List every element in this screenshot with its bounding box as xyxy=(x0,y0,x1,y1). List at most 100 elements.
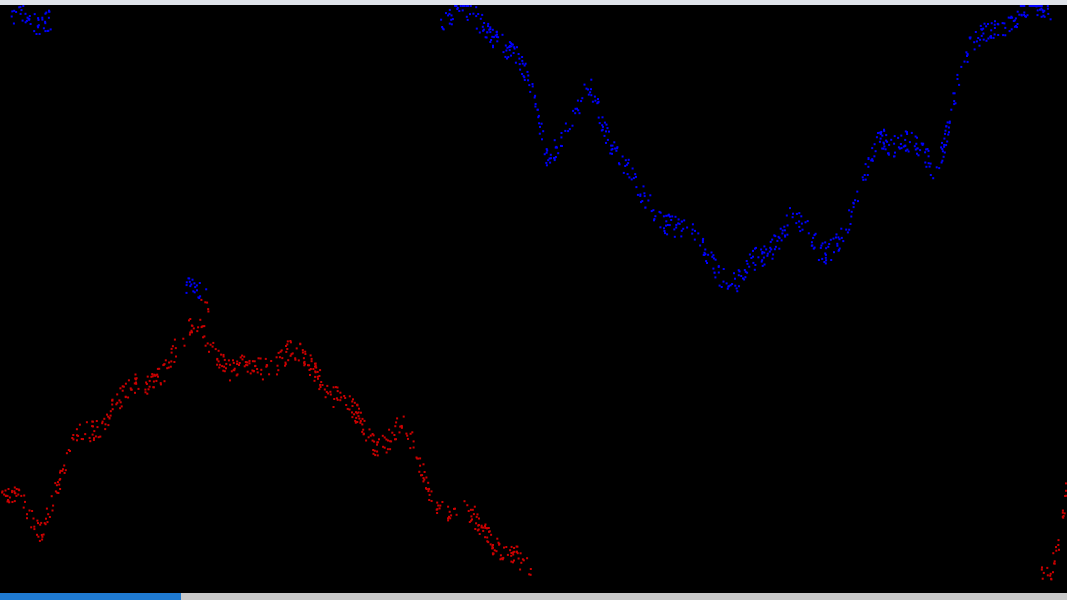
scatter-point xyxy=(992,36,995,39)
scatter-point xyxy=(119,387,122,390)
scatter-point xyxy=(513,550,516,553)
scatter-point xyxy=(10,15,13,18)
scatter-point xyxy=(183,344,186,347)
scatter-point xyxy=(348,395,351,398)
scatter-point xyxy=(17,493,20,496)
progress-track xyxy=(0,593,1067,600)
scatter-point xyxy=(781,229,784,232)
scatter-point xyxy=(243,365,246,368)
scatter-point xyxy=(763,245,766,248)
scatter-point xyxy=(7,488,10,490)
scatter-point xyxy=(837,236,840,239)
scatter-point xyxy=(873,155,876,158)
scatter-point xyxy=(302,357,305,360)
scatter-point xyxy=(624,159,627,162)
scatter-point xyxy=(116,401,119,404)
scatter-point xyxy=(145,381,148,384)
scatter-point xyxy=(159,382,162,385)
scatter-point xyxy=(33,30,36,33)
scatter-point xyxy=(318,388,321,391)
scatter-point xyxy=(185,284,188,287)
scatter-point xyxy=(665,214,668,217)
scatter-point xyxy=(77,434,80,437)
scatter-point xyxy=(130,388,133,391)
scatter-point xyxy=(497,541,500,544)
scatter-point xyxy=(1049,574,1052,577)
scatter-point xyxy=(908,141,911,144)
scatter-point xyxy=(376,441,379,444)
scatter-point xyxy=(448,8,451,11)
scatter-point xyxy=(526,70,529,73)
scatter-point xyxy=(704,248,707,251)
scatter-point xyxy=(204,301,207,304)
scatter-point xyxy=(557,152,560,155)
scatter-point xyxy=(675,223,678,226)
scatter-point xyxy=(492,44,494,47)
scatter-point xyxy=(357,415,360,418)
scatter-point xyxy=(111,399,114,402)
scatter-point xyxy=(135,382,138,385)
scatter-point xyxy=(943,145,946,148)
scatter-point xyxy=(1050,577,1053,580)
scatter-point xyxy=(864,163,867,166)
scatter-point xyxy=(260,368,263,371)
scatter-point xyxy=(104,423,107,426)
scatter-point xyxy=(560,132,563,134)
scatter-point xyxy=(515,545,518,548)
scatter-point xyxy=(467,5,470,7)
scatter-point xyxy=(640,201,642,204)
scatter-point xyxy=(448,515,450,518)
scatter-point xyxy=(423,478,426,481)
scatter-point xyxy=(327,392,330,395)
scatter-point xyxy=(922,142,925,145)
scatter-point xyxy=(763,251,766,254)
scatter-point xyxy=(879,131,882,134)
scatter-point xyxy=(615,149,618,152)
scatter-point xyxy=(156,367,159,370)
scatter-point xyxy=(137,387,140,390)
scatter-point xyxy=(914,148,917,151)
scatter-point xyxy=(478,31,481,34)
scatter-point xyxy=(58,483,61,486)
scatter-point xyxy=(37,17,40,20)
scatter-point xyxy=(827,245,830,248)
scatter-point xyxy=(108,417,111,419)
scatter-point xyxy=(144,388,147,391)
scatter-point xyxy=(505,546,508,548)
scatter-point xyxy=(333,398,336,400)
scatter-point xyxy=(303,360,306,363)
scatter-point xyxy=(54,490,57,493)
scatter-point xyxy=(590,94,593,97)
scatter-point xyxy=(712,254,715,257)
scatter-point xyxy=(174,347,177,350)
scatter-point xyxy=(6,494,9,497)
scatter-point xyxy=(501,33,504,36)
scatter-point xyxy=(286,340,289,343)
scatter-point xyxy=(914,135,917,138)
scatter-point xyxy=(893,135,896,138)
scatter-point xyxy=(605,123,608,126)
scatter-point xyxy=(196,330,199,333)
scatter-point xyxy=(359,420,362,422)
scatter-point xyxy=(31,510,34,512)
scatter-point xyxy=(466,18,469,21)
scatter-point xyxy=(835,236,837,239)
scatter-point xyxy=(361,423,364,426)
scatter-point xyxy=(450,14,453,17)
scatter-point xyxy=(475,15,478,18)
scatter-point xyxy=(863,174,866,176)
scatter-point xyxy=(336,398,339,401)
scatter-point xyxy=(954,102,957,105)
scatter-point xyxy=(490,533,493,536)
scatter-point xyxy=(774,245,777,248)
scatter-point xyxy=(577,109,580,112)
scatter-point xyxy=(447,517,449,520)
scatter-point xyxy=(501,558,504,561)
scatter-point xyxy=(44,523,47,526)
scatter-point xyxy=(203,335,206,338)
scatter-point xyxy=(947,133,950,136)
scatter-point xyxy=(284,361,287,364)
scatter-point xyxy=(916,147,919,150)
scatter-point xyxy=(627,158,630,161)
scatter-point xyxy=(475,6,478,9)
